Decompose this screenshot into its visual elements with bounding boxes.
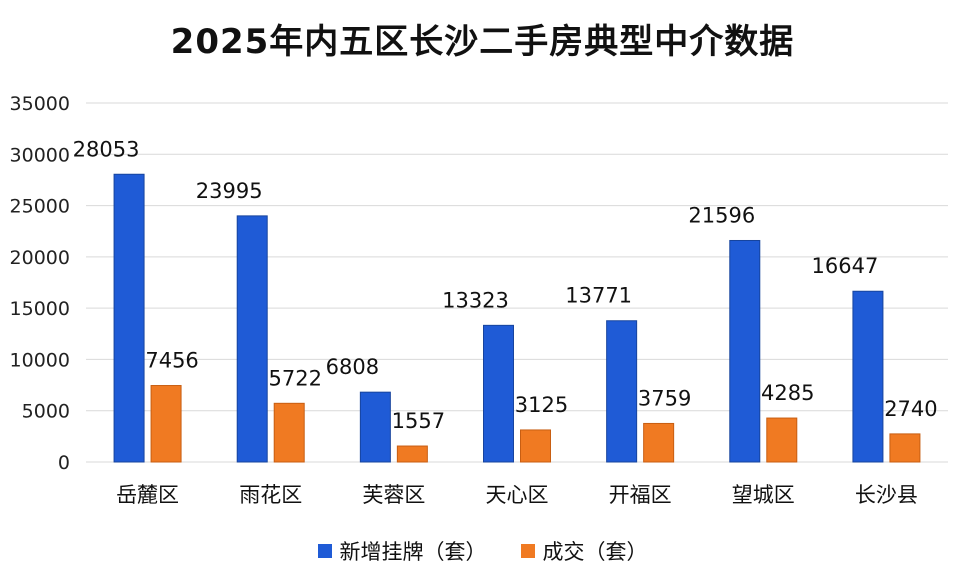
- legend-label-listings: 新增挂牌（套）: [339, 540, 487, 564]
- x-tick-label-2: 芙蓉区: [362, 483, 425, 507]
- bar-deals-4: [643, 422, 675, 463]
- bar-listings-3: [483, 324, 514, 463]
- data-label-listings-5: 21596: [688, 203, 755, 227]
- bar-deals-6: [889, 433, 921, 463]
- bar-listings-2: [359, 391, 391, 463]
- data-label-deals-4: 3759: [638, 386, 691, 410]
- x-tick-label-1: 雨花区: [239, 483, 302, 507]
- data-label-deals-5: 4285: [761, 381, 814, 405]
- x-tick-label-0: 岳麓区: [116, 483, 179, 507]
- bar-deals-1: [273, 402, 305, 463]
- bar-listings-0: [113, 173, 145, 463]
- x-tick-label-5: 望城区: [732, 483, 795, 507]
- x-tick-label-3: 天心区: [486, 483, 549, 507]
- data-label-deals-2: 1557: [392, 409, 445, 433]
- data-label-deals-3: 3125: [515, 393, 568, 417]
- data-label-listings-2: 6808: [326, 355, 379, 379]
- data-label-listings-4: 13771: [565, 284, 632, 308]
- bar-listings-6: [852, 290, 884, 463]
- legend-swatch-listings: [317, 544, 332, 558]
- legend-label-deals: 成交（套）: [542, 540, 648, 564]
- x-tick-label-6: 长沙县: [855, 483, 918, 507]
- bar-deals-5: [766, 417, 798, 463]
- y-tick-label-0: 0: [58, 452, 70, 474]
- x-tick-label-4: 开福区: [609, 483, 672, 507]
- bar-listings-1: [236, 215, 268, 463]
- legend-item-deals: 成交（套）: [520, 536, 648, 566]
- bar-deals-2: [396, 445, 428, 463]
- bar-deals-0: [150, 385, 182, 463]
- data-label-deals-0: 7456: [145, 349, 198, 373]
- legend-item-listings: 新增挂牌（套）: [317, 536, 487, 566]
- legend: 新增挂牌（套） 成交（套）: [0, 536, 965, 566]
- legend-swatch-deals: [520, 544, 535, 558]
- chart-title: 2025年内五区长沙二手房典型中介数据: [170, 22, 795, 62]
- bar-deals-3: [520, 429, 551, 463]
- y-tick-label-1: 5000: [22, 401, 70, 423]
- data-label-listings-0: 28053: [73, 137, 140, 161]
- bar-listings-4: [606, 320, 638, 463]
- y-tick-label-5: 25000: [10, 196, 70, 218]
- y-tick-label-2: 10000: [10, 349, 70, 371]
- data-label-listings-1: 23995: [196, 179, 263, 203]
- y-tick-label-3: 15000: [10, 298, 70, 320]
- data-label-deals-1: 5722: [268, 366, 321, 390]
- y-tick-label-7: 35000: [10, 93, 70, 115]
- y-tick-label-4: 20000: [10, 247, 70, 269]
- data-label-listings-6: 16647: [812, 254, 879, 278]
- data-label-deals-6: 2740: [884, 397, 937, 421]
- y-tick-label-6: 30000: [10, 144, 70, 166]
- bar-listings-5: [729, 239, 761, 463]
- data-label-listings-3: 13323: [442, 288, 509, 312]
